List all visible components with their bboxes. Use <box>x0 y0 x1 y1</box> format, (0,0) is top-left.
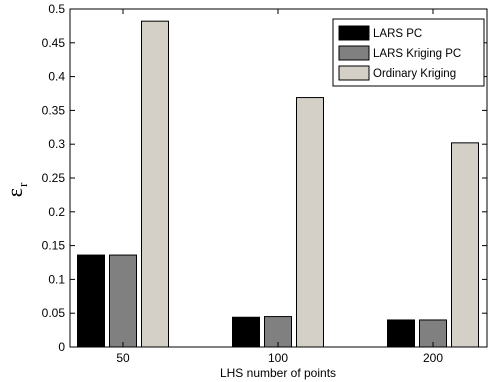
x-axis-ticks: 50 100 200 <box>116 9 443 365</box>
legend-swatch <box>338 25 370 41</box>
y-tick-label: 0.2 <box>48 205 65 219</box>
bar <box>296 97 324 348</box>
x-axis-label: LHS number of points <box>220 366 336 380</box>
y-tick-label: 0.1 <box>48 272 65 286</box>
y-tick-label: 0.15 <box>42 239 66 253</box>
y-tick-label: 0 <box>58 340 65 354</box>
x-tick-label: 100 <box>268 351 288 365</box>
y-axis-label-sub: r <box>15 182 30 187</box>
y-axis-label: εr <box>2 182 30 197</box>
bar <box>387 319 415 348</box>
y-tick-label: 0.35 <box>42 103 66 117</box>
y-tick-label: 0.05 <box>42 306 66 320</box>
y-tick-label: 0.4 <box>48 70 65 84</box>
legend-label: Ordinary Kriging <box>373 68 456 80</box>
x-tick-label: 50 <box>116 351 130 365</box>
plot-frame <box>69 8 488 348</box>
legend: LARS PC LARS Kriging PC Ordinary Kriging <box>332 18 485 87</box>
legend-swatch <box>338 65 370 81</box>
y-tick-label: 0.5 <box>48 2 65 16</box>
legend-swatch <box>338 45 370 61</box>
bar <box>77 254 105 348</box>
legend-label: LARS Kriging PC <box>373 48 461 60</box>
bar <box>232 316 260 348</box>
bars-group <box>77 20 479 348</box>
y-axis-ticks: 0 0.05 0.1 0.15 0.2 0.25 0.3 0.35 0.4 0.45 0.5 <box>42 2 487 354</box>
bar <box>141 20 169 348</box>
x-tick-label: 200 <box>423 351 443 365</box>
legend-label: LARS PC <box>373 28 422 40</box>
y-axis-label-main: ε <box>2 188 27 197</box>
bar <box>451 142 479 348</box>
y-tick-label: 0.3 <box>48 137 65 151</box>
y-tick-label: 0.45 <box>42 36 66 50</box>
bar <box>109 254 137 348</box>
y-tick-label: 0.25 <box>42 171 66 185</box>
legend-items: LARS PC LARS Kriging PC Ordinary Kriging <box>338 25 461 81</box>
